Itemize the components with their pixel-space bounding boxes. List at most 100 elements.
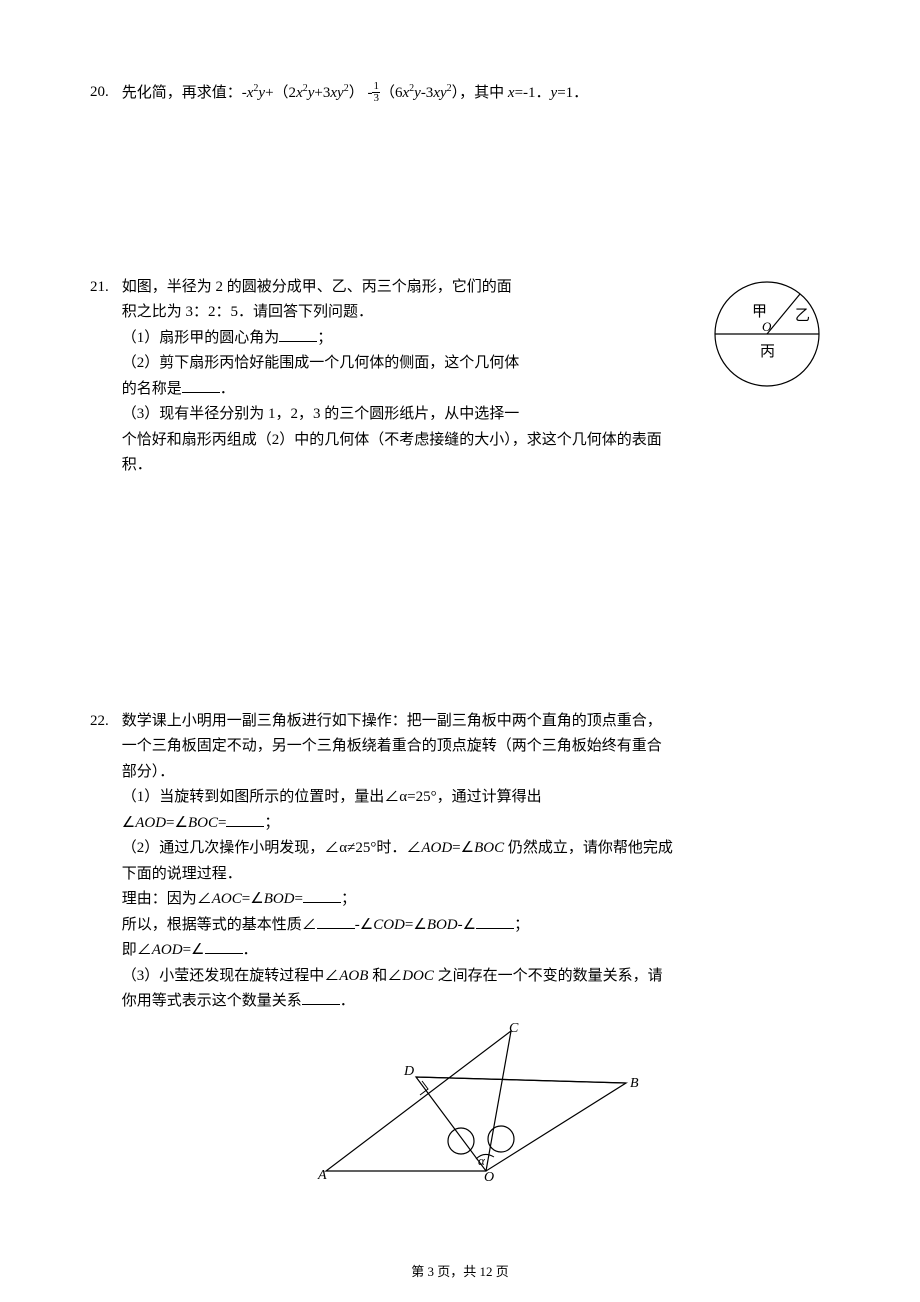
var: x	[296, 85, 303, 101]
problem-number: 21.	[90, 275, 118, 301]
text: +3	[314, 85, 330, 101]
line: ．	[220, 381, 235, 397]
text: -∠	[355, 917, 373, 933]
page: 20. 先化简，再求值：-x2y+（2x2y+3xy2） -13（6x2y-3x…	[0, 0, 920, 1302]
var: x	[508, 85, 515, 101]
blank	[303, 888, 341, 903]
var: BOD	[427, 917, 458, 933]
text: =∠	[166, 815, 188, 831]
text: =∠	[183, 942, 205, 958]
var: y	[414, 85, 421, 101]
text: 所以，根据等式的基本性质∠	[122, 917, 317, 933]
var: AOD	[421, 840, 452, 856]
text: ） -	[349, 85, 373, 101]
text: =	[295, 891, 303, 907]
label-yi: 乙	[795, 308, 810, 324]
text: 之间存在一个不变的数量关系，请	[434, 968, 663, 984]
problem-body: 数学课上小明用一副三角板进行如下操作：把一副三角板中两个直角的顶点重合， 一个三…	[122, 709, 830, 1191]
line: 数学课上小明用一副三角板进行如下操作：把一副三角板中两个直角的顶点重合，	[122, 713, 662, 729]
line: 部分）．	[122, 764, 175, 780]
label-d: D	[403, 1064, 414, 1079]
text: =∠	[452, 840, 474, 856]
fraction: 13	[372, 81, 380, 104]
line: 下面的说理过程．	[122, 866, 242, 882]
text: （2）通过几次操作小明发现，∠α≠25°时．∠	[122, 840, 422, 856]
line: （1）扇形甲的圆心角为	[122, 330, 280, 346]
var: BOC	[188, 815, 218, 831]
blank	[226, 812, 264, 827]
var: AOD	[135, 815, 166, 831]
var: AOB	[339, 968, 368, 984]
blank	[279, 327, 317, 342]
var: BOD	[264, 891, 295, 907]
footer-total: 12	[480, 1264, 493, 1279]
label-b: B	[630, 1076, 639, 1091]
label-bing: 丙	[760, 344, 775, 360]
line: （3）现有半径分别为 1，2，3 的三个圆形纸片，从中选择一	[122, 406, 520, 422]
text: =	[218, 815, 226, 831]
var: AOD	[152, 942, 183, 958]
label-o: O	[484, 1170, 494, 1181]
blank	[476, 914, 514, 929]
problem-number: 22.	[90, 709, 118, 735]
problem-number: 20.	[90, 80, 118, 106]
text: ），其中	[452, 85, 508, 101]
line: 积．	[122, 457, 152, 473]
text: =∠	[242, 891, 264, 907]
text: 你用等式表示这个数量关系	[122, 993, 302, 1009]
blank	[317, 914, 355, 929]
triangles-icon: A O C D B α	[306, 1021, 646, 1181]
text: ；	[264, 815, 279, 831]
blank	[205, 939, 243, 954]
text: ；	[341, 891, 356, 907]
figure-22: A O C D B α	[122, 1021, 830, 1191]
text: ．	[243, 942, 258, 958]
text: （3）小莹还发现在旋转过程中∠	[122, 968, 340, 984]
text: =∠	[405, 917, 427, 933]
var: BOC	[474, 840, 504, 856]
label-alpha: α	[478, 1153, 486, 1168]
text: =-1．	[515, 85, 551, 101]
line: （2）剪下扇形丙恰好能围成一个几何体的侧面，这个几何体	[122, 355, 520, 371]
line: ；	[317, 330, 332, 346]
label-o: O	[762, 319, 772, 334]
text: ；	[514, 917, 529, 933]
var: COD	[373, 917, 405, 933]
denominator: 3	[372, 93, 380, 104]
text: -3	[421, 85, 434, 101]
footer-text: 页，共	[434, 1264, 480, 1279]
text: （6	[380, 85, 403, 101]
var: xy	[433, 85, 446, 101]
blank	[182, 378, 220, 393]
text: 理由：因为∠	[122, 891, 212, 907]
line: 如图，半径为 2 的圆被分成甲、乙、丙三个扇形，它们的面	[122, 275, 522, 301]
figure-21: 甲 乙 丙 O	[702, 274, 832, 409]
label-a: A	[317, 1168, 327, 1181]
circle-sectors-icon: 甲 乙 丙 O	[702, 274, 832, 404]
line: 个恰好和扇形丙组成（2）中的几何体（不考虑接缝的大小），求这个几何体的表面	[122, 432, 662, 448]
text: 先化简，再求值：-	[122, 85, 247, 101]
text: -∠	[458, 917, 476, 933]
footer-text: 第	[411, 1264, 427, 1279]
var: DOC	[402, 968, 434, 984]
label-c: C	[509, 1021, 519, 1036]
line: 积之比为 3：2：5．请回答下列问题．	[122, 304, 373, 320]
page-footer: 第 3 页，共 12 页	[0, 1261, 920, 1280]
problem-22: 22. 数学课上小明用一副三角板进行如下操作：把一副三角板中两个直角的顶点重合，…	[90, 709, 830, 1191]
problem-20: 20. 先化简，再求值：-x2y+（2x2y+3xy2） -13（6x2y-3x…	[90, 80, 830, 107]
var: xy	[330, 85, 343, 101]
blank	[302, 990, 340, 1005]
line: （1）当旋转到如图所示的位置时，量出∠α=25°，通过计算得出	[122, 789, 542, 805]
text: 和∠	[368, 968, 402, 984]
text: ．	[340, 993, 355, 1009]
text: =1．	[557, 85, 588, 101]
text: 即∠	[122, 942, 152, 958]
text: ∠	[122, 815, 135, 831]
line: 一个三角板固定不动，另一个三角板绕着重合的顶点旋转（两个三角板始终有重合	[122, 738, 662, 754]
problem-body: 先化简，再求值：-x2y+（2x2y+3xy2） -13（6x2y-3xy2），…	[122, 80, 830, 107]
label-jia: 甲	[752, 304, 767, 320]
text: +（2	[265, 85, 296, 101]
line: 的名称是	[122, 381, 182, 397]
var: AOC	[212, 891, 242, 907]
footer-text: 页	[493, 1264, 509, 1279]
